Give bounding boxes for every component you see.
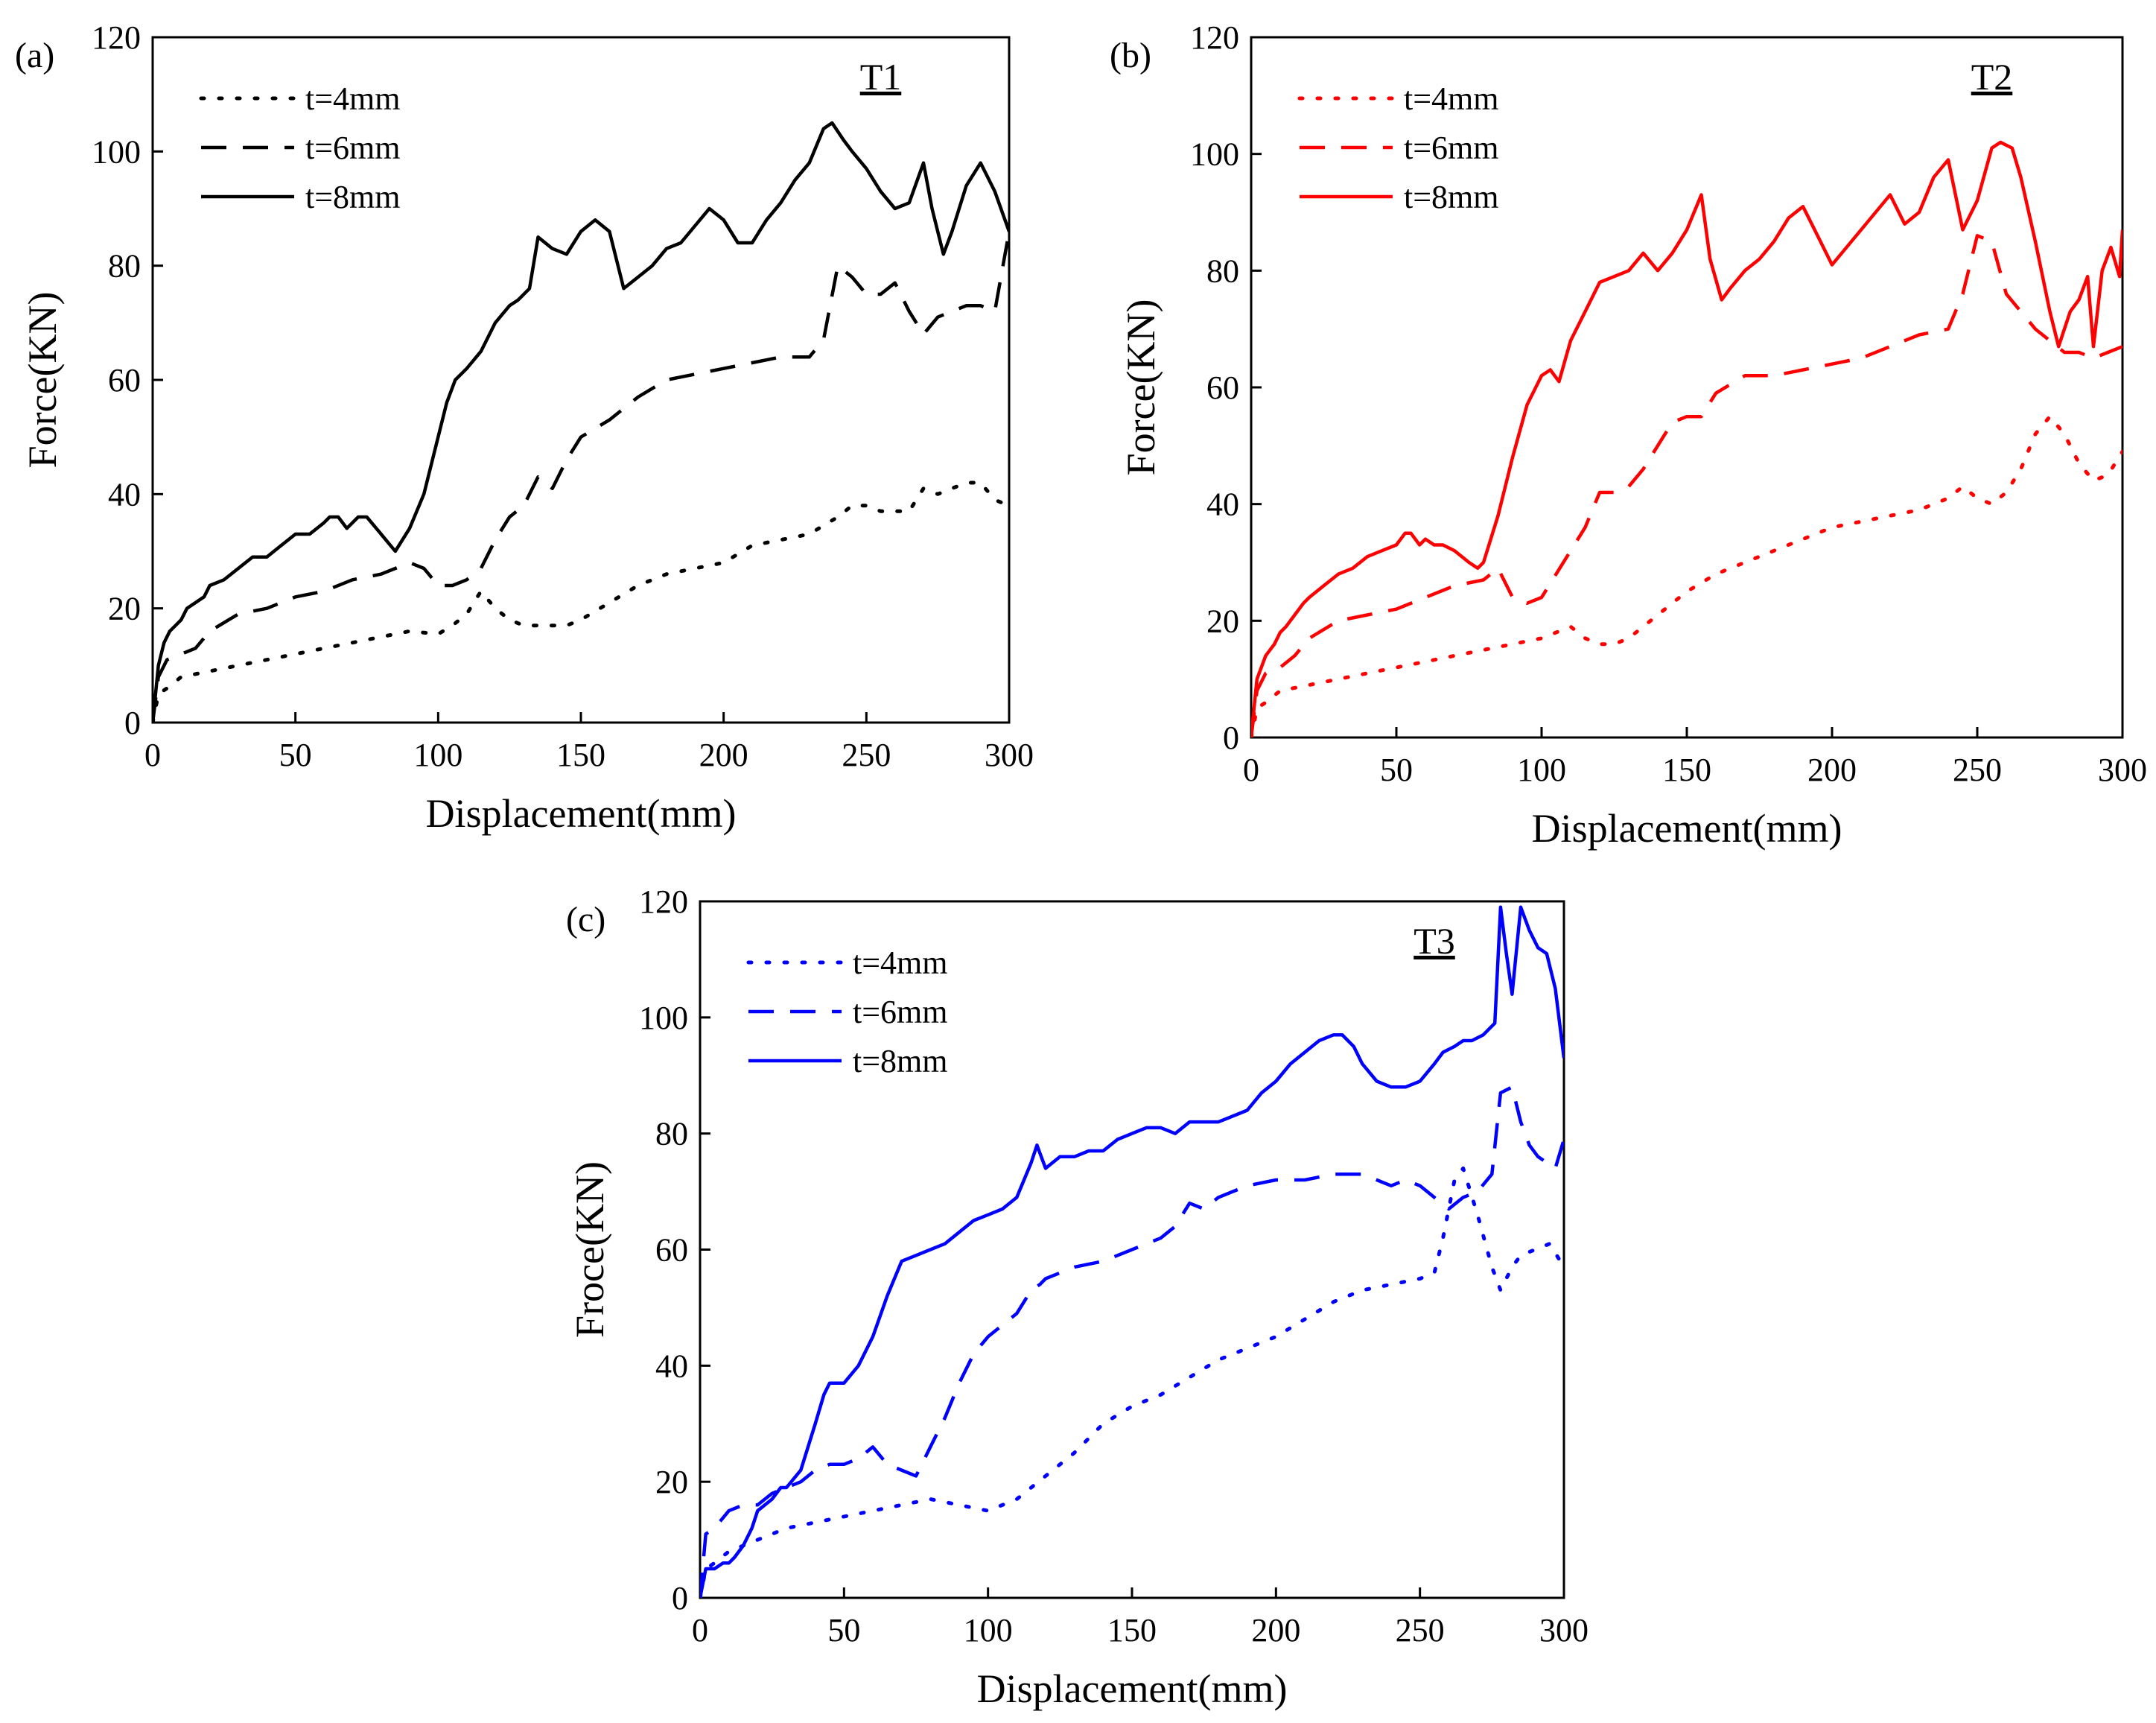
chart-title: T3 — [1414, 920, 1455, 962]
y-axis-label: Force(KN) — [20, 292, 65, 469]
series-line-t8mm — [153, 121, 1009, 723]
x-tick-label: 150 — [1107, 1612, 1157, 1649]
y-tick-label: 40 — [1206, 486, 1239, 523]
y-tick-label: 40 — [108, 476, 141, 513]
y-tick-label: 20 — [655, 1464, 688, 1500]
y-tick-label: 0 — [672, 1580, 688, 1616]
x-axis-label: Displacement(mm) — [1532, 806, 1842, 851]
plot-frame — [151, 36, 1011, 724]
series-line-t4mm — [700, 1166, 1564, 1598]
plot-frame — [1250, 36, 2124, 739]
y-tick-label: 120 — [92, 19, 141, 56]
x-tick-label: 0 — [692, 1612, 708, 1649]
x-tick-label: 0 — [144, 737, 161, 773]
legend-label: t=8mm — [1404, 179, 1499, 215]
y-tick-label: 60 — [655, 1232, 688, 1269]
y-tick-label: 0 — [1223, 720, 1239, 756]
x-tick-label: 250 — [1396, 1612, 1445, 1649]
x-tick-label: 150 — [556, 737, 605, 773]
chart-panel-1: (a) 0 50 100 150 200 250 300 0 20 40 60 80 100 120 Disp… — [15, 19, 1034, 836]
y-tick-label: 20 — [108, 591, 141, 627]
x-tick-label: 100 — [413, 737, 462, 773]
chart-panel-3: (c) 0 50 100 150 200 250 300 0 20 40 60 80 100 120 Disp… — [566, 883, 1589, 1711]
y-tick-label: 100 — [92, 133, 141, 170]
panel-label: (b) — [1110, 36, 1151, 75]
y-tick-label: 20 — [1206, 603, 1239, 639]
y-tick-label: 80 — [1206, 253, 1239, 289]
y-tick-label: 60 — [108, 362, 141, 399]
y-tick-label: 120 — [1190, 19, 1239, 56]
y-tick-label: 0 — [124, 705, 141, 741]
legend-label: t=4mm — [305, 80, 401, 117]
x-axis-label: Displacement(mm) — [426, 791, 737, 836]
series-line-t8mm — [1251, 140, 2122, 737]
panel-label: (a) — [15, 36, 54, 75]
x-tick-label: 150 — [1662, 752, 1711, 788]
x-tick-label: 300 — [2098, 752, 2147, 788]
series-line-t8mm — [700, 905, 1564, 1598]
series-line-t4mm — [153, 480, 1009, 723]
series-line-t6mm — [1251, 234, 2122, 737]
y-tick-label: 120 — [639, 883, 688, 920]
legend-label: t=8mm — [853, 1043, 948, 1079]
series-line-t6mm — [153, 231, 1009, 723]
x-tick-label: 300 — [985, 737, 1034, 773]
x-tick-label: 300 — [1539, 1612, 1589, 1649]
y-tick-label: 60 — [1206, 369, 1239, 406]
x-tick-label: 250 — [1953, 752, 2002, 788]
legend-label: t=8mm — [305, 179, 401, 215]
legend-label: t=4mm — [853, 945, 948, 981]
x-tick-label: 0 — [1243, 752, 1259, 788]
chart-title: T2 — [1971, 56, 2013, 98]
x-tick-label: 200 — [699, 737, 748, 773]
y-tick-label: 80 — [655, 1116, 688, 1152]
x-axis-label: Displacement(mm) — [977, 1666, 1288, 1711]
y-axis-label: Froce(KN) — [567, 1161, 612, 1338]
y-tick-label: 100 — [1190, 136, 1239, 173]
legend-label: t=4mm — [1404, 80, 1499, 117]
x-tick-label: 250 — [842, 737, 891, 773]
y-tick-label: 100 — [639, 1000, 688, 1036]
legend-label: t=6mm — [1404, 130, 1499, 166]
panel-label: (c) — [566, 900, 605, 939]
chart-title: T1 — [860, 56, 902, 98]
legend-label: t=6mm — [305, 130, 401, 166]
chart-panel-2: (b) 0 50 100 150 200 250 300 0 20 40 60 80 100 120 Disp… — [1110, 19, 2147, 851]
x-tick-label: 50 — [827, 1612, 860, 1649]
x-tick-label: 50 — [279, 737, 312, 773]
y-tick-label: 80 — [108, 248, 141, 285]
x-tick-label: 100 — [1517, 752, 1566, 788]
y-tick-label: 40 — [655, 1348, 688, 1384]
series-line-t4mm — [1251, 414, 2122, 737]
x-tick-label: 100 — [964, 1612, 1013, 1649]
legend-label: t=6mm — [853, 994, 948, 1030]
x-tick-label: 50 — [1380, 752, 1413, 788]
x-tick-label: 200 — [1807, 752, 1857, 788]
x-tick-label: 200 — [1251, 1612, 1300, 1649]
y-axis-label: Force(KN) — [1119, 299, 1163, 476]
